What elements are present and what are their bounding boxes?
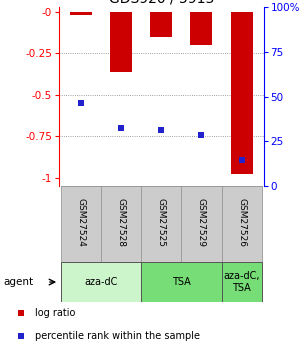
Text: agent: agent: [3, 277, 33, 287]
Bar: [221, 262, 261, 302]
Text: GSM27528: GSM27528: [117, 198, 126, 247]
Text: log ratio: log ratio: [35, 308, 75, 318]
Bar: [101, 186, 141, 262]
Bar: [70, 12, 92, 15]
Text: aza-dC: aza-dC: [85, 277, 118, 287]
Text: percentile rank within the sample: percentile rank within the sample: [35, 331, 200, 341]
Title: GDS920 / 5913: GDS920 / 5913: [109, 0, 214, 6]
Bar: [181, 186, 221, 262]
Bar: [61, 186, 101, 262]
Bar: [141, 186, 181, 262]
Text: GSM27529: GSM27529: [197, 198, 206, 247]
Text: GSM27524: GSM27524: [77, 198, 86, 247]
Bar: [221, 186, 261, 262]
Bar: [231, 12, 253, 174]
Text: TSA: TSA: [172, 277, 191, 287]
Bar: [190, 12, 212, 45]
Bar: [150, 12, 172, 37]
Bar: [110, 12, 132, 72]
Text: aza-dC,
TSA: aza-dC, TSA: [223, 271, 260, 293]
Bar: [61, 262, 141, 302]
Text: GSM27526: GSM27526: [237, 198, 246, 247]
Text: GSM27525: GSM27525: [157, 198, 166, 247]
Bar: [141, 262, 221, 302]
